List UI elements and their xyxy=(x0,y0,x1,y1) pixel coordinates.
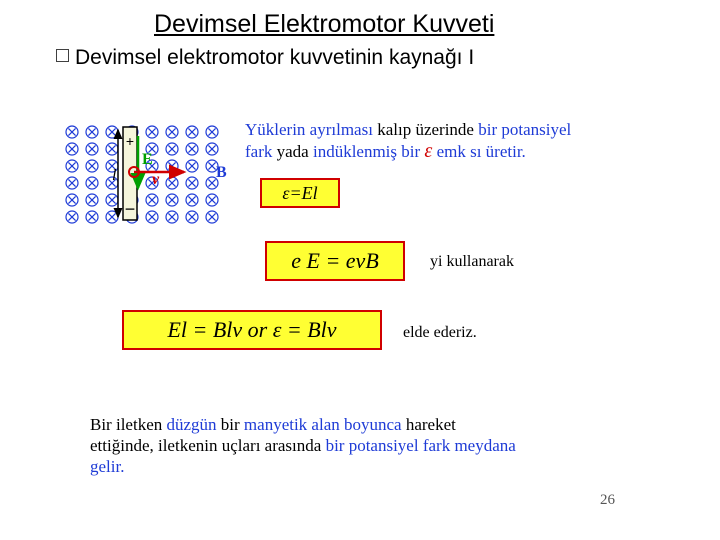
subtitle-row: Devimsel elektromotor kuvvetinin kaynağı… xyxy=(56,46,474,70)
text-span: fark xyxy=(245,142,277,161)
text-span: Yüklerin ayrılması xyxy=(245,120,373,139)
equation-box-1: ε = El xyxy=(260,178,340,208)
equation-box-3: El = Blv or ε = Blv xyxy=(122,310,382,350)
caption-line-1: Yüklerin ayrılması kalıp üzerinde bir po… xyxy=(245,120,571,140)
text-span: yada xyxy=(277,142,313,161)
caption-line-2: fark yada indüklenmiş bir ε emk sı üreti… xyxy=(245,140,526,163)
equation-box-2: e E = evB xyxy=(265,241,405,281)
bottom-line: gelir. xyxy=(90,457,124,477)
text-span: bir potansiyel xyxy=(478,120,571,139)
text-span: indüklenmiş bir xyxy=(313,142,424,161)
bottom-line: Bir iletken düzgün bir manyetik alan boy… xyxy=(90,415,456,435)
text-span: emk sı üretir. xyxy=(432,142,525,161)
equation-3-label: elde ederiz. xyxy=(403,324,477,342)
svg-text:B: B xyxy=(216,164,227,181)
subtitle-text: Devimsel elektromotor kuvvetinin kaynağı… xyxy=(75,46,474,70)
svg-text:v: v xyxy=(152,171,160,188)
page-title: Devimsel Elektromotor Kuvveti xyxy=(154,10,494,39)
svg-text:l: l xyxy=(112,167,117,184)
bottom-line: ettiğinde, iletkenin uçları arasında bir… xyxy=(90,436,516,456)
field-diagram: + −l Ev B xyxy=(56,122,231,230)
page-number: 26 xyxy=(600,492,615,509)
bullet-icon xyxy=(56,49,69,62)
svg-text:+: + xyxy=(126,133,134,149)
equation-2-label: yi kullanarak xyxy=(430,253,514,271)
text-span: kalıp üzerinde xyxy=(373,120,478,139)
svg-text:E: E xyxy=(142,151,153,168)
svg-text:−: − xyxy=(125,199,136,219)
